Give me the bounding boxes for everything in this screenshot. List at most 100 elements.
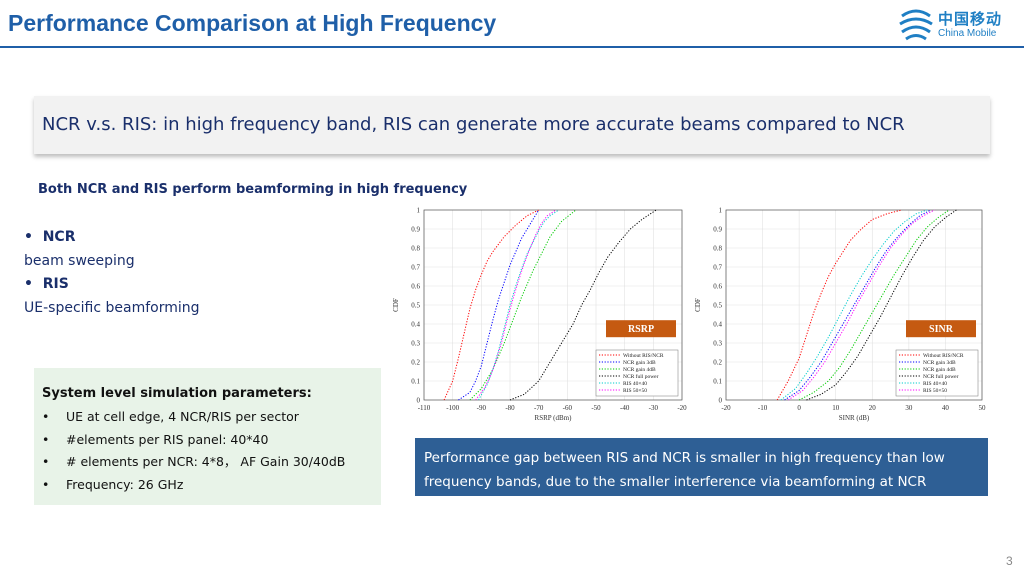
legend-box (895, 349, 979, 397)
x-axis-label: SINR (dB) (839, 414, 870, 422)
china-mobile-logo: 中国移动 China Mobile (896, 6, 1016, 44)
ris-bullet: • RIS (24, 276, 69, 292)
series-line-3 (509, 209, 657, 401)
x-tick-label: 20 (869, 404, 877, 412)
key-message-banner: NCR v.s. RIS: in high frequency band, RI… (34, 96, 990, 154)
title-underline (0, 46, 1024, 48)
x-tick-label: 40 (942, 404, 950, 412)
page-number: 3 (1006, 554, 1013, 568)
rsrp-cdf-chart: -110 -100 -90 -80 -70 -60 -50 -40 -30 -20 0 0.1 0.2 0… (392, 207, 687, 423)
simulation-params-box: System level simulation parameters: • UE … (34, 368, 381, 505)
y-tick-label: 0 (417, 397, 421, 405)
x-tick-label: 0 (797, 404, 801, 412)
y-tick-label: 0.8 (411, 245, 420, 253)
legend-entry: RIS 40×40 (623, 381, 647, 387)
legend-entry: NCR gain 4dB (923, 367, 956, 373)
legend-entry: Without RIS/NCR (623, 353, 664, 359)
y-tick-label: 0.9 (411, 226, 420, 234)
y-axis-label: CDF (694, 298, 702, 312)
plot-frame (725, 209, 983, 401)
y-tick-label: 0.2 (411, 359, 420, 367)
x-tick-label: -110 (418, 404, 431, 412)
x-tick-label: -40 (620, 404, 630, 412)
china-mobile-logo-icon (899, 9, 933, 41)
conclusion-note: Performance gap between RIS and NCR is s… (415, 438, 988, 496)
y-tick-label: 0.6 (713, 283, 722, 291)
y-tick-label: 0.4 (411, 321, 420, 329)
ncr-description: beam sweeping (24, 253, 135, 269)
y-tick-label: 0.7 (411, 264, 420, 272)
x-tick-label: -70 (534, 404, 544, 412)
series-line-4 (780, 209, 928, 401)
series-line-1 (458, 209, 540, 401)
params-list: • UE at cell edge, 4 NCR/RIS per sector •… (42, 406, 345, 496)
x-tick-label: -100 (446, 404, 459, 412)
legend-entry: RIS 50×50 (923, 388, 947, 394)
params-heading: System level simulation parameters: (42, 386, 312, 401)
x-tick-label: 50 (979, 404, 987, 412)
ris-description: UE-specific beamforming (24, 300, 200, 316)
chart-badge-label: SINR (929, 324, 954, 335)
x-tick-label: -50 (591, 404, 601, 412)
note-text: Performance gap between RIS and NCR is s… (424, 450, 945, 490)
ncr-label: NCR (42, 229, 76, 245)
bullet-icon: • (24, 229, 33, 245)
bullet-icon: • (24, 276, 33, 292)
x-axis-label: RSRP (dBm) (535, 414, 573, 422)
legend-entry: NCR full power (623, 373, 659, 380)
x-tick-label: 10 (832, 404, 840, 412)
y-tick-label: 0.3 (713, 340, 722, 348)
y-tick-label: 0.4 (713, 321, 722, 329)
y-tick-label: 0.6 (411, 283, 420, 291)
sinr-cdf-chart: -20 -10 0 10 20 30 40 50 0 0.1 0.2 0.3 0.4 0.5 0.6 0.7 0… (694, 207, 987, 423)
params-item: • #elements per RIS panel: 40*40 (42, 431, 269, 447)
y-tick-label: 0 (719, 397, 723, 405)
ris-label: RIS (42, 276, 69, 292)
y-tick-label: 1 (417, 207, 421, 215)
x-tick-label: -80 (505, 404, 515, 412)
legend-entry: NCR gain 3dB (623, 360, 656, 366)
y-tick-label: 0.1 (713, 378, 722, 386)
series-line-5 (787, 209, 935, 401)
legend-entry: RIS 40×40 (923, 381, 947, 387)
legend-entry: NCR gain 3dB (923, 360, 956, 366)
legend-entry: NCR gain 4dB (623, 367, 656, 373)
series-line-1 (784, 209, 932, 401)
x-tick-label: -30 (649, 404, 659, 412)
chart-badge (906, 320, 976, 338)
y-tick-label: 0.5 (411, 302, 420, 310)
banner-text: NCR v.s. RIS: in high frequency band, RI… (42, 114, 905, 135)
legend-box (595, 349, 679, 397)
slide-title: Performance Comparison at High Frequency (8, 10, 497, 36)
plot-frame (423, 209, 683, 401)
chart-badge-label: RSRP (628, 324, 654, 335)
x-tick-label: -20 (721, 404, 731, 412)
y-axis-label: CDF (392, 298, 400, 312)
params-item: • Frequency: 26 GHz (42, 476, 184, 492)
y-tick-label: 0.7 (713, 264, 722, 272)
legend-entry: NCR full power (923, 373, 959, 380)
x-tick-label: -10 (758, 404, 768, 412)
params-item: • UE at cell edge, 4 NCR/RIS per sector (42, 409, 299, 424)
features-heading: Both NCR and RIS perform beamforming in … (38, 182, 468, 197)
x-tick-label: -90 (477, 404, 487, 412)
params-item: • # elements per NCR: 4*8， AF Gain 30/40d… (42, 454, 346, 469)
y-tick-label: 0.9 (713, 226, 722, 234)
y-tick-label: 0.8 (713, 245, 722, 253)
y-tick-label: 0.3 (411, 340, 420, 348)
x-tick-label: 30 (905, 404, 913, 412)
series-line-0 (776, 209, 902, 401)
series-line-4 (478, 209, 560, 401)
y-tick-label: 0.5 (713, 302, 722, 310)
series-line-0 (443, 209, 539, 401)
y-tick-label: 0.2 (713, 359, 722, 367)
series-line-5 (475, 209, 557, 401)
x-tick-label: -20 (677, 404, 687, 412)
logo-name-en: China Mobile (938, 28, 997, 39)
logo-name-cn: 中国移动 (938, 11, 1003, 28)
legend-entry: RIS 50×50 (623, 388, 647, 394)
ncr-bullet: • NCR (24, 229, 75, 245)
y-tick-label: 0.1 (411, 378, 420, 386)
legend-entry: Without RIS/NCR (923, 353, 964, 359)
x-tick-label: -60 (563, 404, 573, 412)
